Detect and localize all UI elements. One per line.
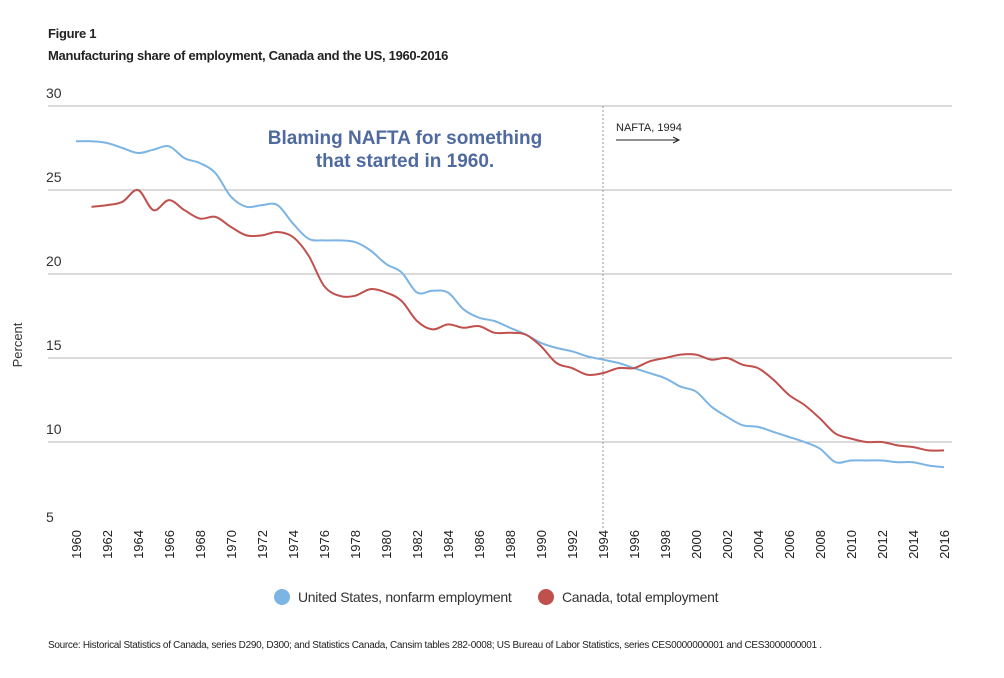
x-tick-label: 1986	[472, 530, 487, 559]
x-tick-label: 1972	[255, 530, 270, 559]
headline-annotation: Blaming NAFTA for something	[268, 128, 542, 149]
x-tick-label: 1978	[348, 530, 363, 559]
x-tick-label: 2008	[813, 530, 828, 559]
x-tick-label: 2004	[751, 530, 766, 559]
x-tick-label: 1990	[534, 530, 549, 559]
x-tick-label: 1996	[627, 530, 642, 559]
series-line-us	[75, 140, 945, 469]
x-tick-label: 2006	[782, 530, 797, 559]
x-tick-label: 1968	[193, 530, 208, 559]
y-tick-label: 30	[46, 85, 62, 101]
legend-label: Canada, total employment	[562, 589, 719, 605]
x-tick-label: 1984	[441, 530, 456, 559]
y-tick-label: 5	[46, 509, 54, 525]
y-tick-label: 25	[46, 169, 62, 185]
legend-marker	[274, 589, 290, 605]
x-tick-label: 1970	[224, 530, 239, 559]
legend-marker	[538, 589, 554, 605]
x-tick-label: 2012	[875, 530, 890, 559]
x-tick-label: 1966	[162, 530, 177, 559]
x-tick-label: 2002	[720, 530, 735, 559]
x-tick-label: 1962	[100, 530, 115, 559]
nafta-label: NAFTA, 1994	[616, 122, 682, 134]
y-axis-label: Percent	[10, 322, 25, 367]
x-tick-label: 1994	[596, 530, 611, 559]
x-tick-label: 2010	[844, 530, 859, 559]
y-tick-label: 10	[46, 421, 62, 437]
x-tick-label: 1974	[286, 530, 301, 559]
series-line-canada	[91, 188, 945, 452]
x-tick-label: 1988	[503, 530, 518, 559]
headline-annotation: that started in 1960.	[316, 151, 494, 172]
x-tick-label: 1998	[658, 530, 673, 559]
y-tick-label: 20	[46, 253, 62, 269]
x-tick-label: 2016	[937, 530, 952, 559]
chart-subtitle: Manufacturing share of employment, Canad…	[48, 48, 449, 63]
x-tick-label: 1980	[379, 530, 394, 559]
x-tick-label: 1960	[69, 530, 84, 559]
x-tick-label: 1992	[565, 530, 580, 559]
y-tick-label: 15	[46, 337, 62, 353]
x-tick-label: 2000	[689, 530, 704, 559]
legend-label: United States, nonfarm employment	[298, 589, 512, 605]
x-tick-label: 1976	[317, 530, 332, 559]
x-tick-label: 1982	[410, 530, 425, 559]
arrow-head-icon	[672, 136, 681, 144]
x-tick-label: 1964	[131, 530, 146, 559]
x-tick-label: 2014	[906, 530, 921, 559]
source-note: Source: Historical Statistics of Canada,…	[48, 640, 822, 651]
figure-label: Figure 1	[48, 26, 97, 41]
